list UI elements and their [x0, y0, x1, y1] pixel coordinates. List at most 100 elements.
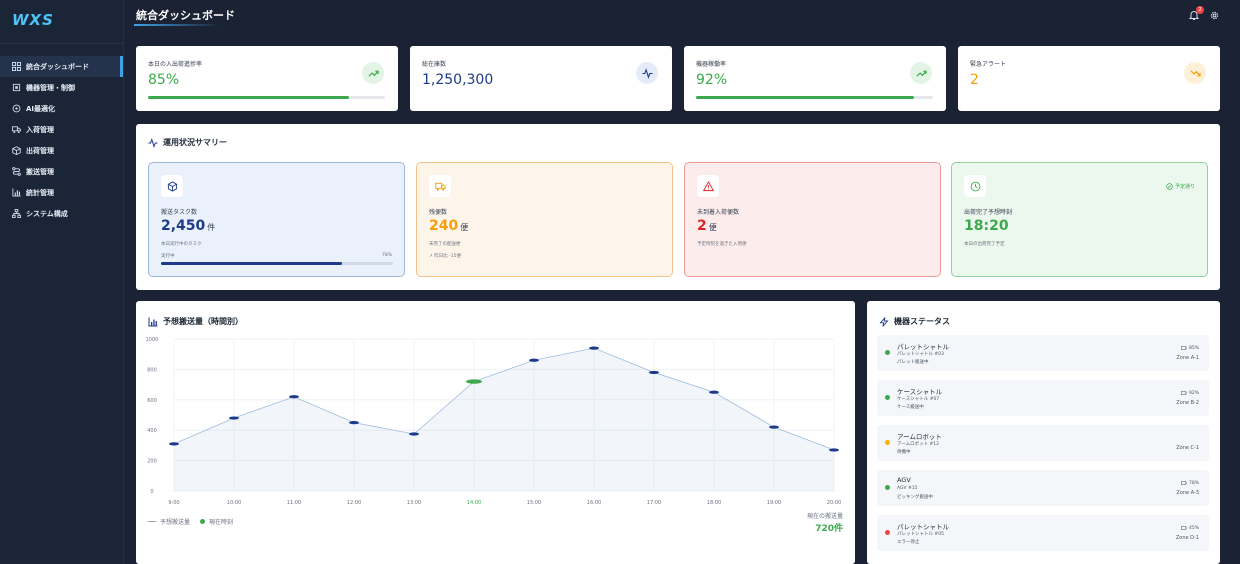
battery-icon — [1181, 391, 1187, 395]
equipment-item[interactable]: AGV AGV #15 ピッキング搬送中 78% Zone A-3 — [877, 470, 1209, 506]
status-dot — [885, 530, 890, 535]
sidebar-item-dashboard[interactable]: 統合ダッシュボード — [0, 56, 123, 77]
sidebar-item-statistics[interactable]: 統計管理 — [0, 182, 123, 203]
gear-icon[interactable] — [1209, 10, 1220, 21]
kpi-label: 機器稼働率 — [696, 61, 727, 68]
equipment-name: パレットシャトル — [897, 523, 949, 531]
current-point — [466, 379, 482, 384]
legend-current-label: 現在時刻 — [209, 519, 234, 526]
data-point — [769, 425, 779, 429]
x-tick-label: 11:00 — [287, 500, 301, 506]
equipment-title: 機器ステータス — [879, 316, 950, 327]
activity-icon — [636, 62, 658, 84]
equipment-item[interactable]: パレットシャトル パレットシャトル #05 エラー停止 45% Zone D-1 — [877, 515, 1209, 551]
page-title: 統合ダッシュボード — [136, 9, 235, 22]
on-schedule-chip: 予定通り — [1166, 183, 1195, 190]
y-tick-label: 0 — [150, 489, 153, 495]
data-point — [709, 390, 719, 394]
x-tick-label: 17:00 — [647, 500, 661, 506]
ai-icon — [12, 104, 21, 113]
clock-icon — [964, 175, 986, 197]
kpi-label: 総在庫数 — [422, 61, 447, 68]
equipment-zone: Zone A-3 — [1176, 490, 1199, 496]
summary-unit: 便 — [708, 223, 717, 232]
data-point — [529, 358, 539, 362]
summary-card-tasks[interactable]: 搬送タスク数 2,450 件 本日実行中のタスク 実行中 78% — [148, 162, 405, 277]
equipment-battery: 78% — [1181, 480, 1199, 486]
equipment-item[interactable]: アームロボット アームロボット #12 待機中 Zone C-1 — [877, 425, 1209, 461]
battery-value: 78% — [1188, 480, 1199, 486]
legend-dot-marker — [200, 519, 206, 524]
logo[interactable]: WXS — [0, 0, 123, 44]
kpi-label: 緊急アラート — [970, 61, 1007, 68]
truck-icon — [12, 126, 21, 134]
equipment-status: パレット搬送中 — [897, 360, 929, 365]
summary-value-number: 2,450 — [161, 218, 206, 234]
data-point — [289, 395, 299, 399]
equipment-status: エラー停止 — [897, 540, 920, 545]
sidebar-item-system[interactable]: システム構成 — [0, 203, 123, 224]
logo-text: WXS — [12, 11, 54, 29]
equipment-id: AGV #15 — [897, 486, 918, 491]
sidebar-nav: 統合ダッシュボード 機器管理・制御 AI最適化 入荷管理 出荷管理 搬送管理 統… — [0, 56, 123, 224]
kpi-progress-bar — [148, 96, 385, 99]
data-point — [409, 432, 419, 436]
cpu-icon — [12, 83, 21, 92]
sidebar-item-outbound[interactable]: 出荷管理 — [0, 140, 123, 161]
kpi-label: 本日の入出荷進捗率 — [148, 61, 203, 68]
equipment-battery: 45% — [1181, 525, 1199, 531]
kpi-card-utilization: 機器稼働率 92% — [684, 46, 946, 111]
bell-icon[interactable] — [1188, 9, 1200, 21]
status-dot — [885, 485, 890, 490]
summary-subtext: 本日実行中のタスク — [161, 242, 202, 247]
kpi-value: 2 — [970, 72, 979, 88]
title-underline — [134, 24, 220, 26]
equipment-item[interactable]: ケースシャトル ケースシャトル #07 ケース搬送中 92% Zone B-2 — [877, 380, 1209, 416]
x-tick-label: 13:00 — [407, 500, 421, 506]
data-point — [829, 448, 839, 452]
kpi-card-alerts: 緊急アラート 2 — [958, 46, 1220, 111]
equipment-status-panel: 機器ステータス パレットシャトル パレットシャトル #03 パレット搬送中 85% Zo… — [867, 301, 1220, 564]
x-tick-label: 20:00 — [827, 500, 841, 506]
summary-value-number: 240 — [429, 218, 459, 234]
summary-label: 出荷完了予想時刻 — [964, 209, 1013, 216]
forecast-chart-panel: 予想搬送量（時間別） 0 200 400 600 800 1000 9:00 10:00 11:… — [136, 301, 855, 564]
summary-unit: 便 — [460, 223, 469, 232]
battery-icon — [1181, 526, 1187, 530]
sidebar-item-label: システム構成 — [26, 209, 68, 218]
bar-chart-icon — [12, 188, 21, 197]
bar-chart-icon — [148, 317, 158, 326]
summary-bar-percent: 78% — [381, 253, 392, 258]
battery-value: 85% — [1188, 345, 1199, 351]
chart-title: 予想搬送量（時間別） — [148, 316, 243, 327]
battery-icon — [1181, 481, 1187, 485]
x-tick-label: 19:00 — [767, 500, 781, 506]
summary-card-remaining[interactable]: 残便数 240 便 未完了の配送便 ↗ 昨日比 -15便 — [416, 162, 673, 277]
sidebar-item-equipment[interactable]: 機器管理・制御 — [0, 77, 123, 98]
route-icon — [12, 167, 21, 176]
sidebar-item-transport[interactable]: 搬送管理 — [0, 161, 123, 182]
dashboard-icon — [12, 62, 21, 71]
equipment-item[interactable]: パレットシャトル パレットシャトル #03 パレット搬送中 85% Zone A-1 — [877, 335, 1209, 371]
summary-value: 2,450 件 — [161, 218, 215, 234]
equipment-status: 待機中 — [897, 450, 911, 455]
kpi-value: 1,250,300 — [422, 72, 494, 88]
summary-label: 搬送タスク数 — [161, 209, 198, 216]
legend-series-label: 予想搬送量 — [160, 519, 191, 526]
sidebar-item-inbound[interactable]: 入荷管理 — [0, 119, 123, 140]
y-tick-label: 1000 — [146, 337, 159, 343]
summary-progress-bar — [161, 262, 393, 265]
warning-icon — [697, 175, 719, 197]
equipment-status: ケース搬送中 — [897, 405, 924, 410]
summary-subtext: 未完了の配送便 — [429, 242, 461, 247]
x-tick-label: 15:00 — [527, 500, 541, 506]
equipment-zone: Zone B-2 — [1176, 400, 1199, 406]
summary-card-eta[interactable]: 予定通り 出荷完了予想時刻 18:20 本日の出荷完了予定 — [951, 162, 1208, 277]
status-dot — [885, 440, 890, 445]
summary-value-number: 2 — [697, 218, 707, 234]
sidebar-item-ai[interactable]: AI最適化 — [0, 98, 123, 119]
forecast-line-chart: 0 200 400 600 800 1000 9:00 10:00 11:00 12:00 13:0… — [146, 337, 842, 506]
truck-icon — [429, 175, 451, 197]
